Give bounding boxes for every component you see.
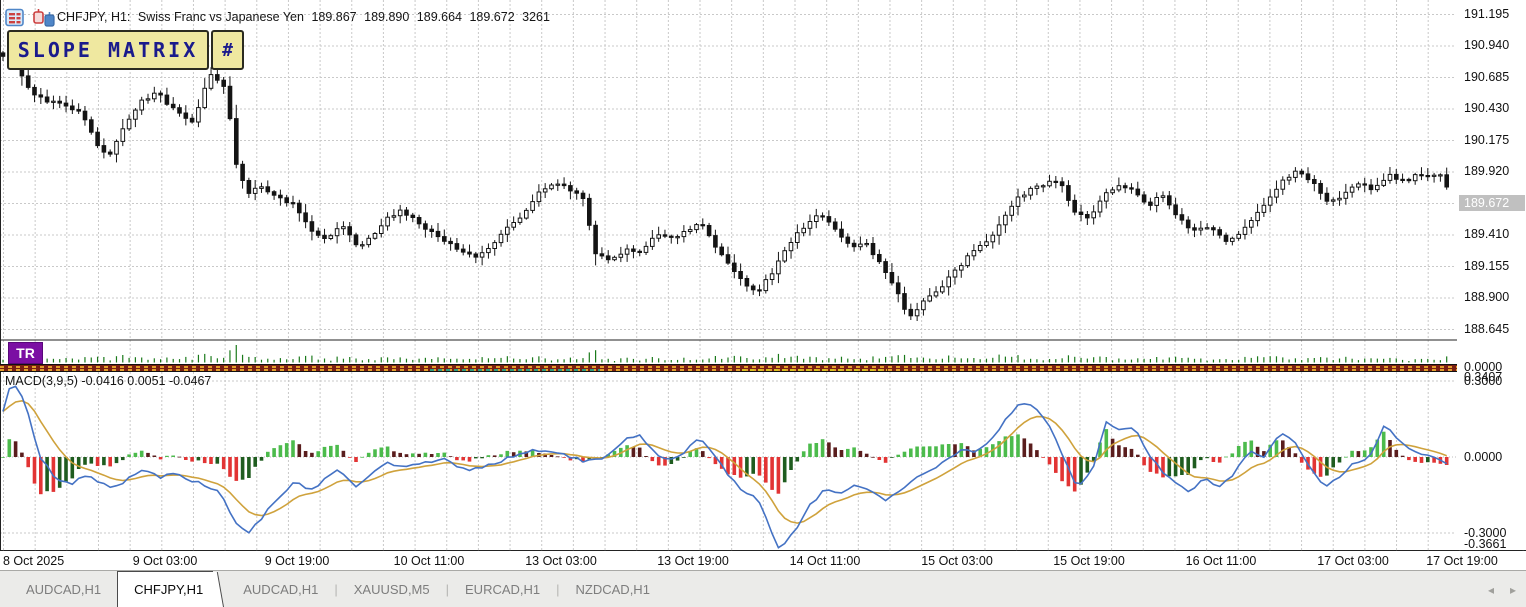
price-tick: 190.175 xyxy=(1464,133,1510,147)
chart-icon[interactable] xyxy=(33,9,55,27)
tick-volume: 3261 xyxy=(522,10,550,24)
time-tick: 8 Oct 2025 xyxy=(3,554,65,568)
price-tick: 189.155 xyxy=(1464,259,1510,273)
tab-audcad-h1-1[interactable]: AUDCAD,H1 xyxy=(26,581,102,597)
time-tick: 16 Oct 11:00 xyxy=(1185,554,1257,568)
time-tick: 17 Oct 03:00 xyxy=(1317,554,1389,568)
slope-matrix-panel[interactable]: SLOPE MATRIX xyxy=(7,30,209,70)
price-tick: 191.195 xyxy=(1464,7,1510,21)
ohlc-high: 189.890 xyxy=(364,10,410,24)
price-tick: 188.900 xyxy=(1464,290,1510,304)
time-tick: 15 Oct 19:00 xyxy=(1053,554,1125,568)
separator-dash-line-2 xyxy=(0,369,1457,371)
chart-title: CHFJPY, H1: Swiss Franc vs Japanese Yen … xyxy=(57,10,554,24)
price-tick: 189.410 xyxy=(1464,227,1510,241)
tab-eurcad-h1[interactable]: EURCAD,H1 xyxy=(465,581,541,597)
slope-matrix-hash-button[interactable]: # xyxy=(211,30,244,70)
tab-scroll-right-icon[interactable]: ▸ xyxy=(1509,582,1516,597)
separator-gold-segment xyxy=(742,369,887,371)
macd-min-label: -0.3661 xyxy=(1464,537,1507,551)
symbol-period: CHFJPY, H1: xyxy=(57,10,131,24)
macd-zero-label: 0.0000 xyxy=(1464,450,1503,464)
tab-xauusd-m5[interactable]: XAUUSD,M5 xyxy=(353,581,430,597)
price-axis[interactable]: 191.195 190.940 190.685 190.430 190.175 … xyxy=(1457,0,1526,551)
ohlc-close: 189.672 xyxy=(469,10,515,24)
time-tick: 13 Oct 19:00 xyxy=(657,554,729,568)
time-tick: 14 Oct 11:00 xyxy=(789,554,861,568)
price-tick: 190.685 xyxy=(1464,70,1510,84)
price-tick: 190.430 xyxy=(1464,101,1510,115)
tab-audcad-h1-2[interactable]: AUDCAD,H1 xyxy=(243,581,319,597)
macd-grid-hi-label: 0.3000 xyxy=(1464,374,1503,388)
tab-nzdcad-h1[interactable]: NZDCAD,H1 xyxy=(575,581,650,597)
quotes-icon[interactable] xyxy=(5,8,24,27)
tab-scroll-left-icon[interactable]: ◂ xyxy=(1487,582,1494,597)
ohlc-low: 189.664 xyxy=(416,10,462,24)
price-tick: 188.645 xyxy=(1464,322,1510,336)
tr-zero-label: 0.0000 xyxy=(1464,360,1503,374)
current-price-tag: 189.672 xyxy=(1459,195,1525,211)
tab-separator: | xyxy=(445,581,450,597)
time-tick: 17 Oct 19:00 xyxy=(1426,554,1498,568)
separator-dash-line-1 xyxy=(0,366,1457,368)
time-tick: 9 Oct 03:00 xyxy=(132,554,198,568)
price-tick: 190.940 xyxy=(1464,38,1510,52)
tr-indicator-badge[interactable]: TR xyxy=(8,342,43,364)
time-tick: 13 Oct 03:00 xyxy=(525,554,597,568)
time-axis[interactable]: 8 Oct 2025 9 Oct 03:00 9 Oct 19:00 10 Oc… xyxy=(0,551,1526,570)
price-tick: 189.920 xyxy=(1464,164,1510,178)
time-tick: 15 Oct 03:00 xyxy=(921,554,993,568)
tab-separator: | xyxy=(334,581,338,597)
time-tick: 10 Oct 11:00 xyxy=(393,554,465,568)
time-tick: 9 Oct 19:00 xyxy=(264,554,330,568)
macd-max-label: 0.3407 xyxy=(1464,370,1503,384)
tab-separator: | xyxy=(556,581,560,597)
ohlc-open: 189.867 xyxy=(311,10,357,24)
symbol-description: Swiss Franc vs Japanese Yen xyxy=(137,10,304,24)
tab-active-label: CHFJPY,H1 xyxy=(134,582,204,597)
tab-scroll-nav: ◂ ▸ xyxy=(1488,571,1516,607)
tab-chfjpy-h1-active[interactable]: CHFJPY,H1 xyxy=(117,570,214,607)
macd-grid-lo-label: -0.3000 xyxy=(1464,526,1507,540)
macd-readout: MACD(3,9,5) -0.0416 0.0051 -0.0467 xyxy=(5,374,212,388)
chart-tab-bar: AUDCAD,H1 CHFJPY,H1 AUDCAD,H1 | XAUUSD,M… xyxy=(0,570,1526,607)
header-icons xyxy=(5,8,55,28)
separator-teal-segment xyxy=(430,369,600,371)
chart-canvas[interactable] xyxy=(0,0,1526,570)
pane-separator-band[interactable] xyxy=(0,364,1457,372)
